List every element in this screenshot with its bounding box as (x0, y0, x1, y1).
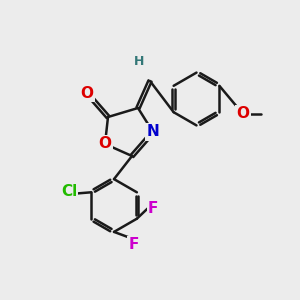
Text: Cl: Cl (61, 184, 77, 200)
Text: O: O (80, 85, 94, 100)
Text: O: O (98, 136, 112, 152)
Text: N: N (147, 124, 159, 140)
Text: F: F (148, 201, 158, 216)
Text: O: O (236, 106, 250, 122)
Text: H: H (134, 55, 145, 68)
Text: F: F (128, 237, 139, 252)
